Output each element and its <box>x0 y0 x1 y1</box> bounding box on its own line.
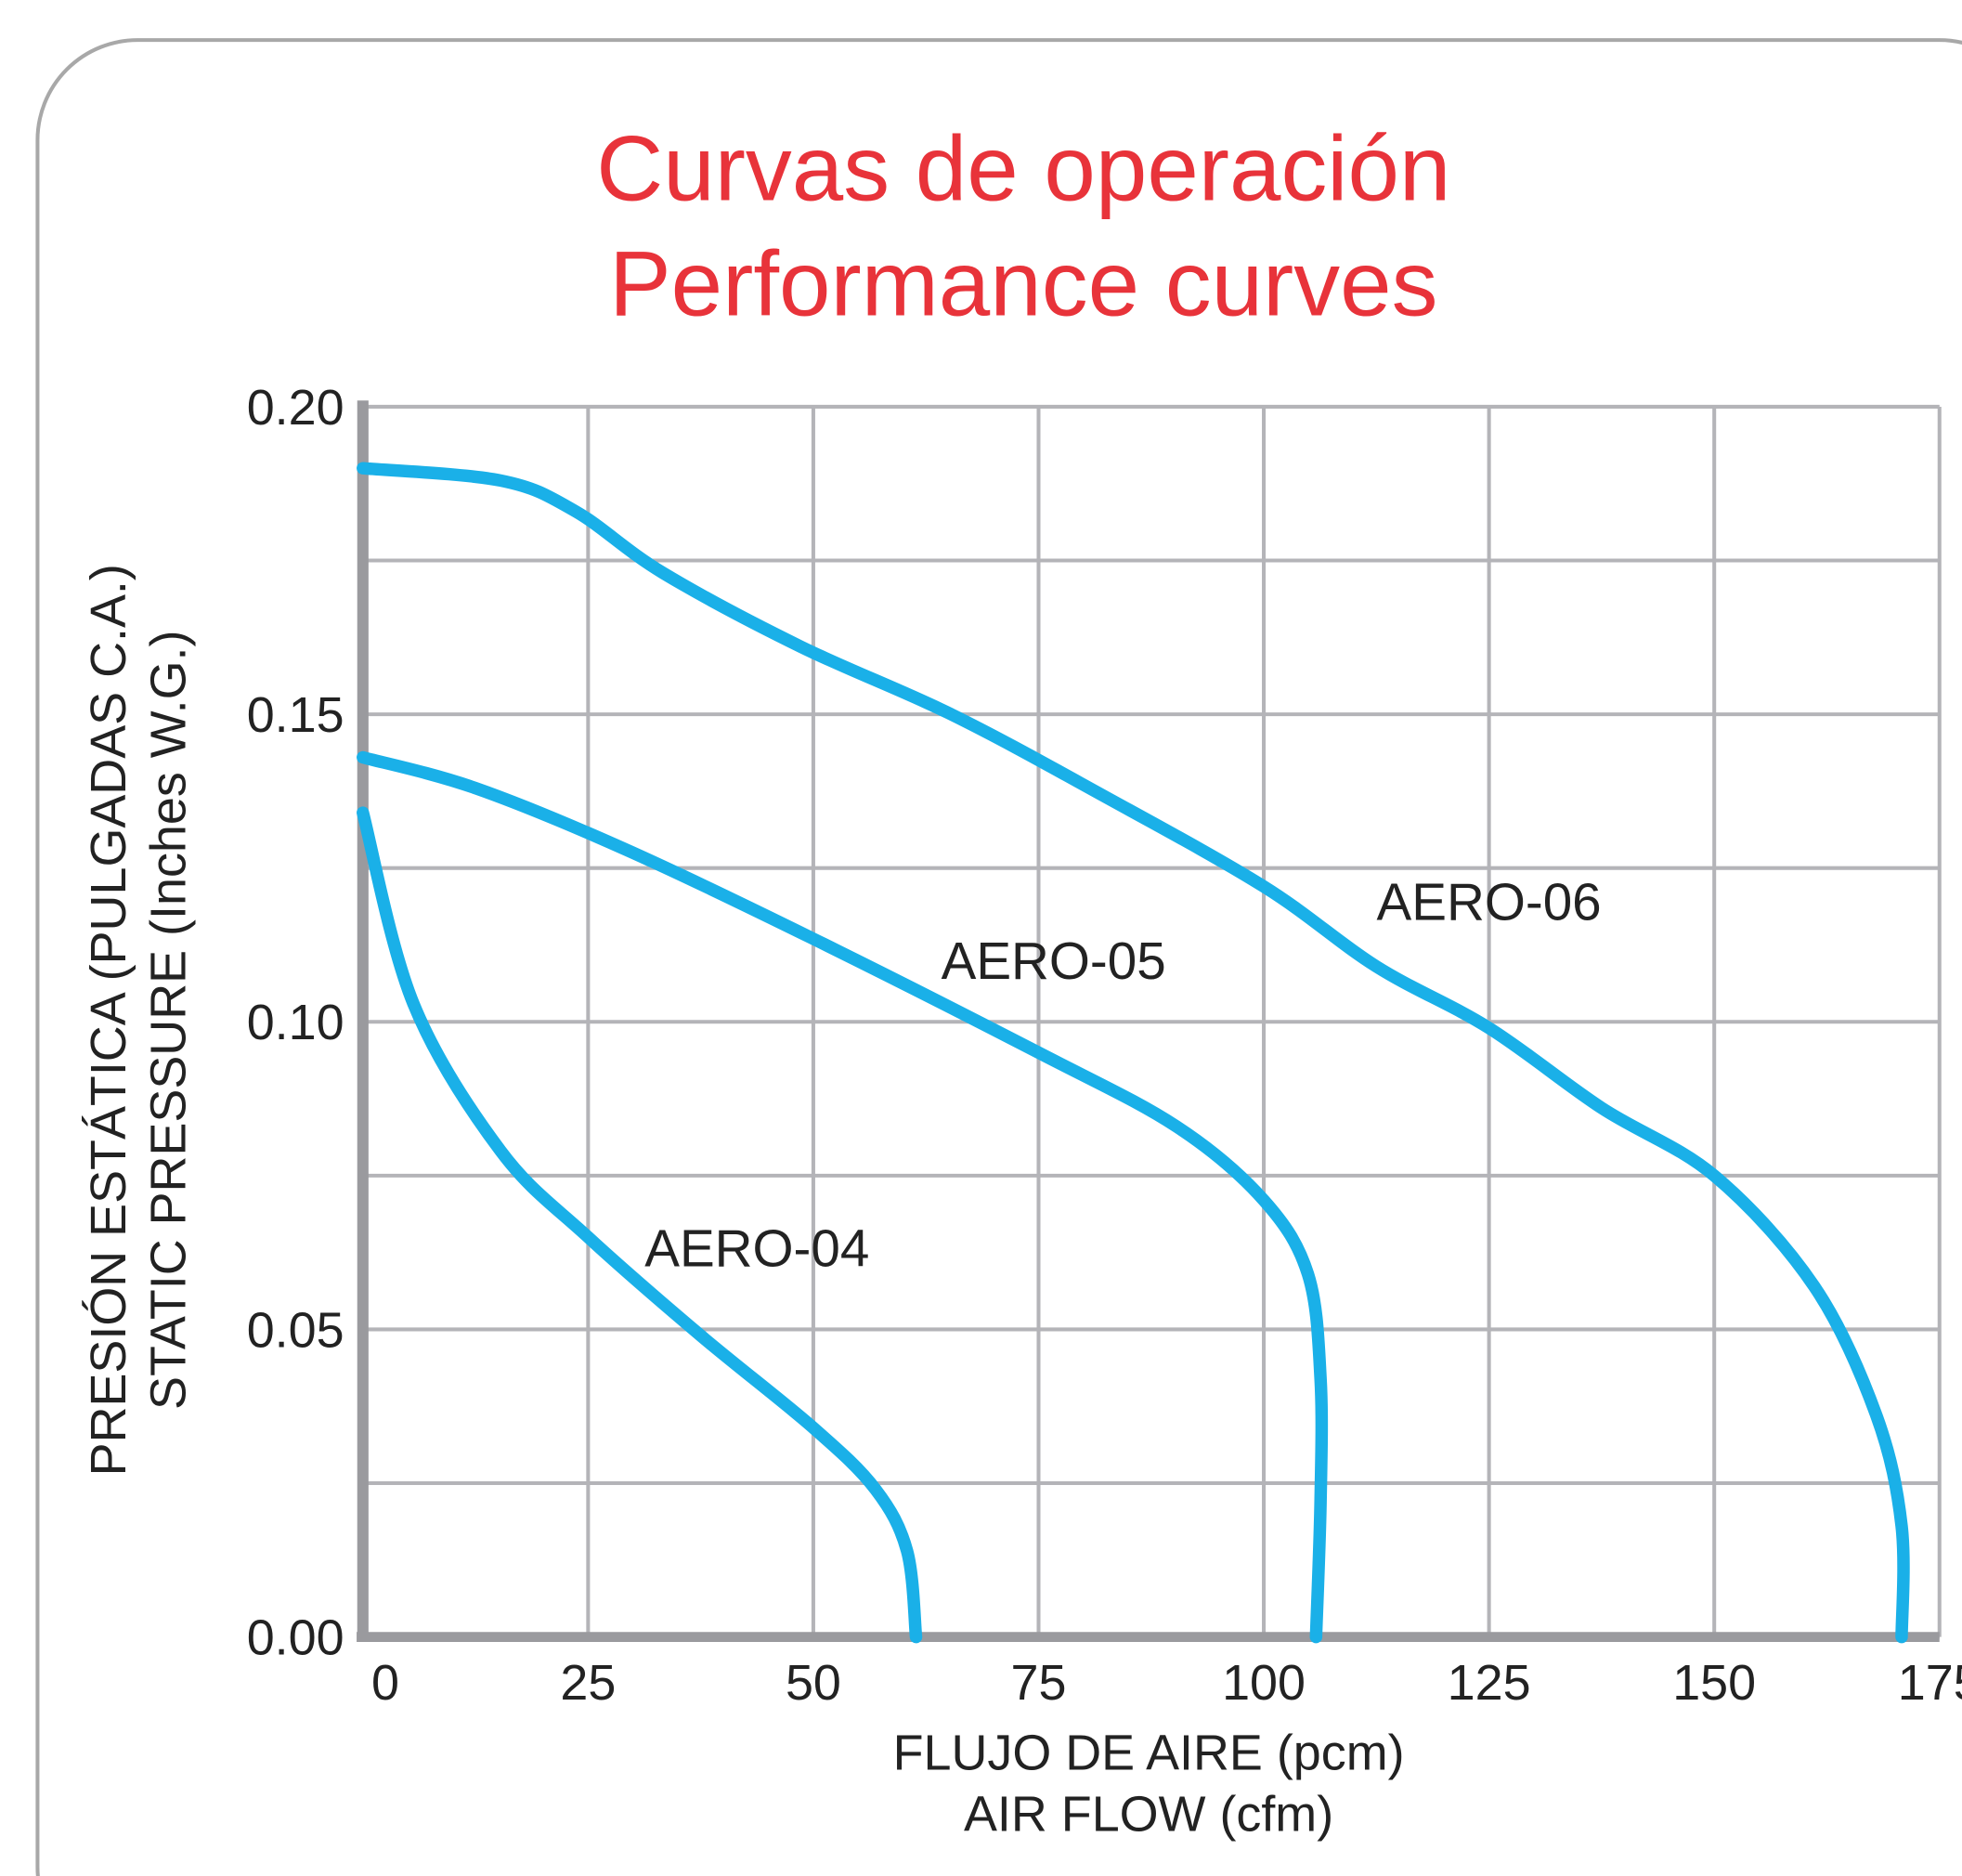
x-tick-label: 25 <box>560 1655 616 1711</box>
series-label: AERO-06 <box>1377 872 1602 931</box>
chart-subtitle: Performance curves <box>609 233 1437 336</box>
series-label: AERO-05 <box>942 931 1166 990</box>
x-tick-label: 0 <box>371 1655 399 1711</box>
line-series <box>357 462 1910 1644</box>
x-tick-label: 175 <box>1898 1655 1962 1711</box>
y-tick-label: 0.05 <box>247 1302 344 1358</box>
x-tick-label: 125 <box>1448 1655 1531 1711</box>
y-tick-label: 0.00 <box>247 1609 344 1665</box>
line-series <box>357 806 923 1644</box>
x-tick-label: 100 <box>1222 1655 1306 1711</box>
x-axis-label: FLUJO DE AIRE (pcm) <box>893 1725 1405 1780</box>
line-series <box>357 750 1329 1644</box>
x-tick-label: 75 <box>1011 1655 1067 1711</box>
x-tick-label: 150 <box>1672 1655 1756 1711</box>
y-axis-label: STATIC PRESSURE (Inches W.G.) <box>140 631 196 1410</box>
y-tick-label: 0.20 <box>247 380 344 436</box>
y-tick-label: 0.15 <box>247 687 344 743</box>
y-tick-label: 0.10 <box>247 995 344 1050</box>
x-tick-label: 50 <box>786 1655 841 1711</box>
chart-title: Curvas de operación <box>596 118 1450 221</box>
series-label: AERO-04 <box>644 1219 869 1278</box>
y-axis-label: PRESIÓN ESTÁTICA (PULGADAS C.A.) <box>81 564 136 1476</box>
x-axis-label: AIR FLOW (cfm) <box>964 1786 1333 1842</box>
panel-frame <box>35 38 1962 1876</box>
